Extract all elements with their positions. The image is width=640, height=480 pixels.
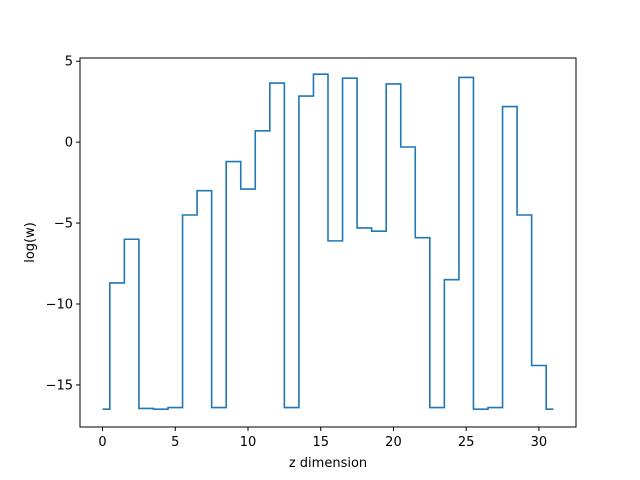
x-tick-label: 0	[98, 435, 106, 450]
y-tick-label: 5	[65, 55, 73, 70]
y-axis: 5 0 −5 −10 −15	[46, 55, 80, 393]
x-tick-label: 30	[531, 435, 548, 450]
plot-area	[102, 73, 554, 410]
x-axis-label: z dimension	[289, 456, 367, 471]
x-tick-label: 10	[240, 435, 257, 450]
y-tick-label: −15	[46, 378, 73, 393]
x-tick-label: 25	[458, 435, 475, 450]
x-tick-label: 5	[171, 435, 179, 450]
axes-frame	[79, 57, 577, 428]
x-tick-label: 15	[312, 435, 329, 450]
series-line	[102, 73, 554, 410]
y-tick-label: −10	[46, 298, 73, 313]
y-axis-label: log(w)	[23, 222, 38, 263]
x-tick-label: 20	[385, 435, 402, 450]
y-tick-label: 0	[65, 136, 73, 151]
x-axis: 0 5 10 15 20 25 30	[98, 427, 547, 450]
y-tick-label: −5	[54, 217, 73, 232]
